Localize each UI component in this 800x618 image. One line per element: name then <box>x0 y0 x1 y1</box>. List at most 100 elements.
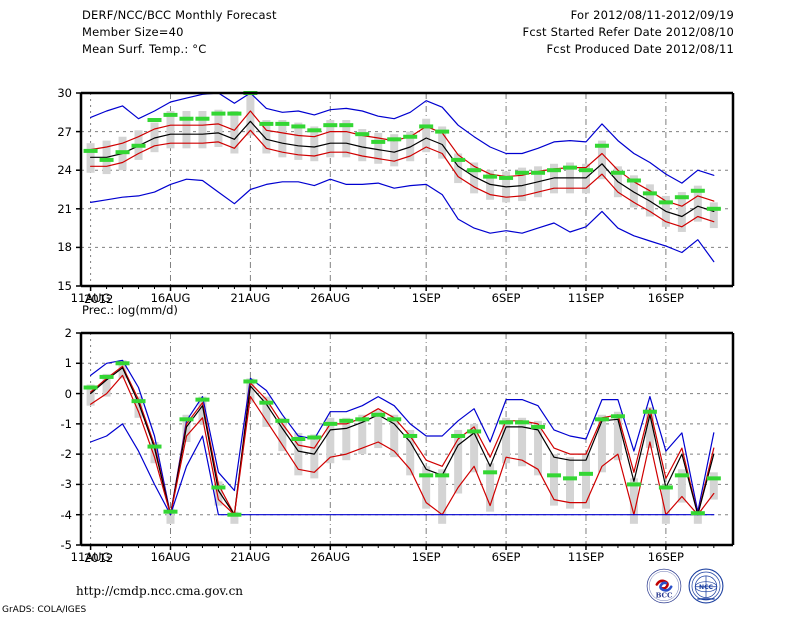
spread-bar <box>581 163 590 194</box>
spread-bar <box>374 132 383 164</box>
observed-marker <box>626 178 641 183</box>
observed-marker <box>211 485 226 490</box>
temperature-xtick-label: 16AUG <box>150 291 191 305</box>
spread-bar <box>374 410 383 449</box>
spread-bar <box>550 454 559 506</box>
observed-marker <box>563 476 577 481</box>
observed-marker <box>179 417 194 422</box>
observed-marker <box>594 143 609 148</box>
observed-marker <box>467 168 482 173</box>
precipitation-xtick-label: 11SEP <box>567 550 605 564</box>
spread-bar <box>198 396 207 424</box>
spread-bar <box>534 420 543 476</box>
observed-marker <box>131 399 146 404</box>
observed-marker <box>435 473 450 478</box>
spread-bar <box>166 508 175 524</box>
spread-bar <box>326 120 335 158</box>
spread-bar <box>406 429 415 476</box>
observed-marker <box>467 429 482 434</box>
temp-variable-label: Mean Surf. Temp.: °C <box>82 42 207 56</box>
series-line <box>90 423 715 516</box>
observed-marker <box>99 157 114 162</box>
spread-bar <box>581 454 590 509</box>
spread-bar <box>230 511 239 524</box>
observed-marker <box>387 417 402 422</box>
observed-marker <box>323 123 338 128</box>
bcc-logo-text: BCC <box>656 592 673 600</box>
temperature-xtick-label: 6SEP <box>491 291 521 305</box>
observed-marker <box>642 191 657 196</box>
observed-marker <box>211 111 226 116</box>
observed-marker <box>451 157 466 162</box>
spread-bar <box>86 384 95 406</box>
series-line <box>90 129 715 228</box>
observed-marker <box>658 485 673 490</box>
observed-marker <box>355 417 370 422</box>
spread-bar <box>709 202 718 229</box>
observed-marker <box>642 409 657 414</box>
series-line <box>90 374 715 516</box>
spread-bar <box>486 463 495 512</box>
precipitation-xtick-label: 11AUG <box>70 550 111 564</box>
precipitation-ytick-label: 0 <box>64 386 72 401</box>
observed-marker <box>674 195 689 200</box>
spread-bar <box>661 484 670 524</box>
website-url[interactable]: http://cmdp.ncc.cma.gov.cn <box>76 584 244 598</box>
observed-marker <box>131 143 146 148</box>
spread-bar <box>294 432 303 476</box>
observed-marker <box>706 476 721 481</box>
prec-axis-title: Prec.: log(mm/d) <box>82 303 178 317</box>
spread-bar <box>709 472 718 500</box>
temperature-ytick-label: 24 <box>57 163 72 178</box>
temperature-xtick-label: 26AUG <box>310 291 351 305</box>
observed-marker <box>355 132 370 137</box>
spread-bar <box>134 396 143 418</box>
observed-marker <box>610 170 625 175</box>
observed-marker <box>99 374 114 379</box>
observed-marker <box>674 473 689 478</box>
observed-marker <box>531 170 546 175</box>
forecast-started-label: Fcst Started Refer Date 2012/08/10 <box>522 25 734 39</box>
observed-marker <box>83 385 98 390</box>
spread-bar <box>518 417 527 467</box>
observed-marker <box>323 421 338 426</box>
observed-marker <box>227 512 242 517</box>
observed-marker <box>115 150 130 155</box>
precipitation-ytick-label: -3 <box>60 477 72 492</box>
observed-marker <box>547 168 562 173</box>
temperature-ytick-label: 21 <box>57 201 72 216</box>
temperature-xtick-label: 21AUG <box>230 291 271 305</box>
spread-bar <box>597 140 606 180</box>
observed-marker <box>83 148 98 153</box>
spread-bar <box>502 417 511 464</box>
spread-bar <box>102 373 111 397</box>
spread-bar <box>358 129 367 162</box>
spread-bar <box>693 185 702 222</box>
observed-marker <box>499 175 514 180</box>
observed-marker <box>115 361 130 366</box>
observed-marker <box>371 412 386 417</box>
observed-marker <box>307 435 322 440</box>
observed-marker <box>147 118 162 123</box>
observed-marker <box>578 471 593 476</box>
spread-bar <box>214 481 223 506</box>
precipitation-xtick-label: 16AUG <box>150 550 191 564</box>
spread-bar <box>358 414 367 455</box>
year-label-bottom: 2012 <box>84 551 114 565</box>
spread-bar <box>454 429 463 494</box>
observed-marker <box>515 170 530 175</box>
observed-marker <box>387 137 402 142</box>
bcc-logo-icon: BCC <box>646 568 682 604</box>
observed-marker <box>435 129 450 134</box>
spread-bar <box>182 111 191 149</box>
observed-marker <box>243 379 258 384</box>
observed-marker <box>259 121 274 126</box>
precipitation-xtick-label: 1SEP <box>411 550 441 564</box>
observed-marker <box>499 420 514 425</box>
precipitation-ytick-label: -2 <box>60 447 72 462</box>
series-line <box>90 365 715 516</box>
observed-marker <box>483 470 498 475</box>
spread-bar <box>438 469 447 524</box>
